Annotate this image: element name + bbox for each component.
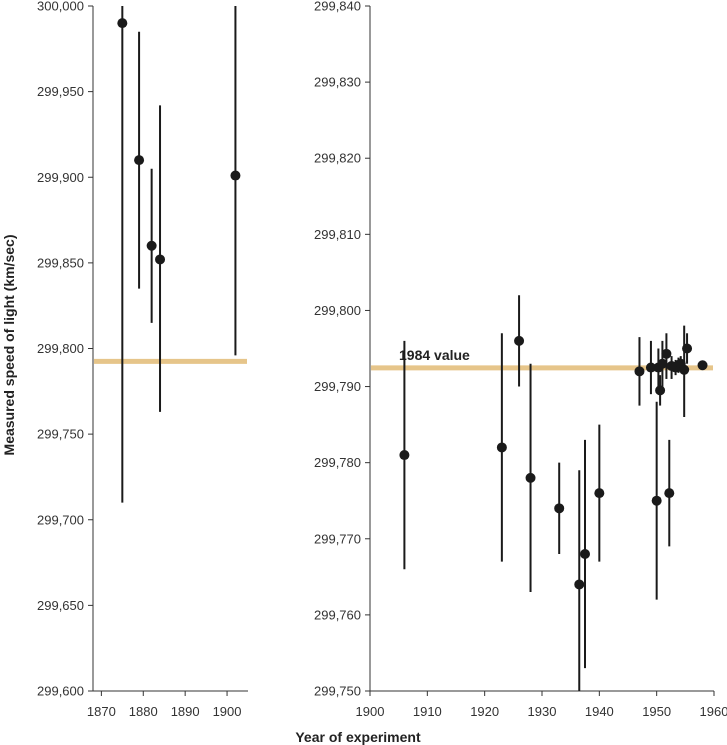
left-x-tick-label: 1880 (129, 704, 158, 719)
data-point (645, 362, 656, 373)
data-point (134, 155, 145, 166)
right-x-tick-label: 1930 (528, 704, 557, 719)
data-point (554, 503, 565, 514)
left-x-tick-label: 1870 (87, 704, 116, 719)
data-point (580, 549, 590, 559)
right-x-tick-label: 1920 (470, 704, 499, 719)
right-y-tick-label: 299,770 (314, 531, 361, 546)
data-point (230, 170, 241, 181)
data-point (514, 335, 525, 346)
reference-line-label: 1984 value (399, 347, 470, 363)
right-y-tick-label: 299,820 (314, 151, 361, 166)
left-x-tick-label: 1900 (213, 704, 242, 719)
right-x-tick-label: 1960 (700, 704, 727, 719)
right-x-tick-label: 1900 (356, 704, 385, 719)
data-point (682, 343, 693, 354)
left-y-tick-label: 299,900 (37, 170, 84, 185)
left-x-tick-label: 1890 (171, 704, 200, 719)
right-y-tick-label: 299,840 (314, 0, 361, 14)
left-y-tick-label: 299,850 (37, 255, 84, 270)
data-point (146, 240, 157, 251)
right-y-tick-label: 299,810 (314, 227, 361, 242)
data-point (155, 254, 166, 265)
data-point (496, 442, 507, 453)
right-x-tick-label: 1940 (585, 704, 614, 719)
right-y-tick-label: 299,760 (314, 607, 361, 622)
left-panel: 299,600 299,650 299,700 299,750 299,800 299,8… (37, 0, 248, 719)
data-point (634, 366, 645, 377)
data-point (525, 472, 536, 483)
right-panel: 299,750 299,760 299,770 299,780 299,790 299,8… (314, 0, 727, 719)
data-point (679, 364, 690, 375)
right-y-tick-label: 299,780 (314, 455, 361, 470)
data-point (657, 358, 668, 369)
data-point (399, 450, 410, 461)
right-y-tick-label: 299,790 (314, 379, 361, 394)
y-axis-title: Measured speed of light (km/sec) (1, 235, 17, 456)
data-point (664, 488, 675, 499)
right-y-tick-label: 299,800 (314, 303, 361, 318)
data-point (594, 488, 605, 499)
right-y-tick-label: 299,750 (314, 684, 361, 699)
left-y-tick-label: 299,600 (37, 684, 84, 699)
left-y-tick-label: 300,000 (37, 0, 84, 14)
left-y-tick-label: 299,700 (37, 512, 84, 527)
left-y-tick-label: 299,800 (37, 341, 84, 356)
right-x-tick-label: 1950 (642, 704, 671, 719)
right-y-tick-label: 299,830 (314, 75, 361, 90)
data-point (574, 579, 585, 590)
data-point (661, 348, 672, 359)
data-point (651, 495, 662, 506)
x-axis-title: Year of experiment (295, 729, 421, 745)
right-x-tick-label: 1910 (413, 704, 442, 719)
data-point (697, 360, 708, 371)
data-point (117, 18, 128, 29)
left-y-tick-label: 299,650 (37, 598, 84, 613)
data-point (655, 385, 666, 396)
left-y-tick-label: 299,950 (37, 84, 84, 99)
left-y-tick-label: 299,750 (37, 427, 84, 442)
